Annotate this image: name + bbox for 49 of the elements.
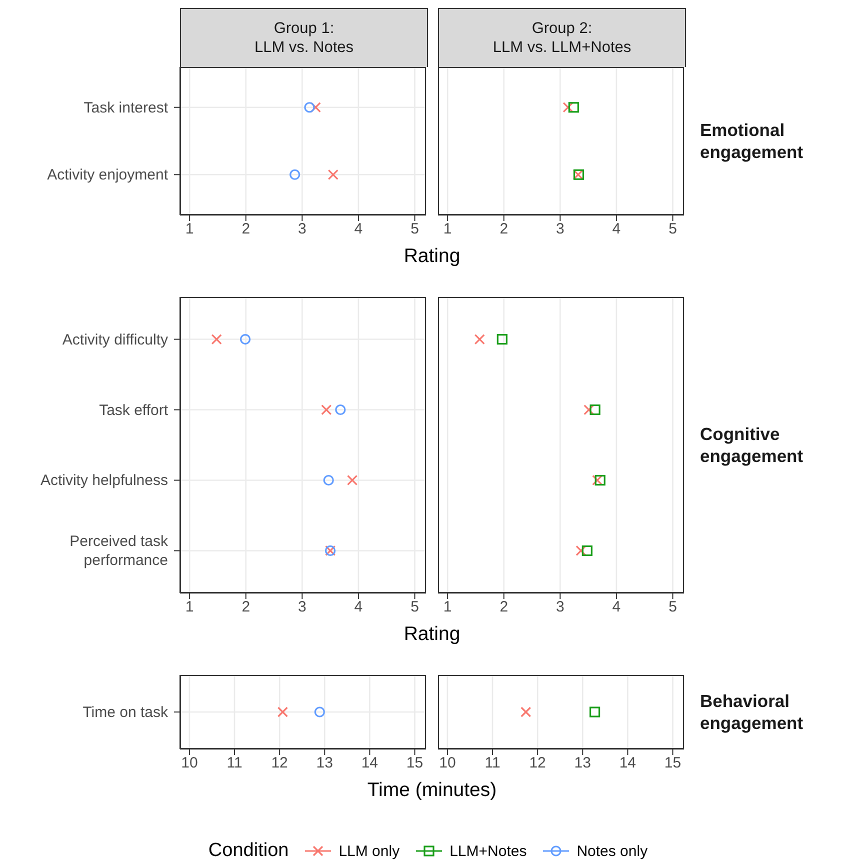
legend-title: Condition — [208, 840, 289, 862]
y-tick-label: Task interest — [84, 99, 169, 116]
x-tick-label: 10 — [181, 754, 198, 772]
x-axis-title: Rating — [404, 623, 460, 646]
x-tick-label: 4 — [612, 220, 621, 238]
x-tick-label: 14 — [361, 754, 378, 772]
x-tick-label: 4 — [354, 220, 363, 238]
x-tick-label: 5 — [410, 598, 419, 616]
x-tick-label: 3 — [298, 598, 306, 616]
x-tick-label: 2 — [500, 220, 508, 238]
x-tick-label: 1 — [443, 598, 452, 616]
x-tick-label: 13 — [316, 754, 333, 772]
x-tick-label: 1 — [443, 220, 452, 238]
x-tick-label: 11 — [226, 754, 242, 772]
x-tick-label: 3 — [556, 598, 564, 616]
x-axis-title: Rating — [404, 245, 460, 268]
x-tick-label: 12 — [271, 754, 288, 772]
y-tick-label: Time on task — [82, 704, 168, 721]
y-tick-label: Task effort — [99, 402, 169, 419]
x-tick-label: 4 — [354, 598, 363, 616]
y-tick-label: Activity helpfulness — [40, 472, 168, 490]
x-tick-label: 3 — [556, 220, 564, 238]
y-tick-label: Activity enjoyment — [47, 166, 169, 184]
text: Notes only — [576, 842, 648, 860]
x-tick-label: 12 — [529, 754, 546, 772]
x-tick-label: 15 — [406, 754, 424, 772]
x-tick-label: 2 — [242, 220, 250, 238]
legend-label: LLM only — [338, 842, 400, 860]
x-tick-label: 3 — [298, 220, 306, 238]
x-tick-label: 2 — [500, 598, 508, 616]
x-tick-label: 4 — [612, 598, 621, 616]
legend-label: LLM+Notes — [450, 842, 527, 860]
x-tick-label: 15 — [664, 754, 682, 772]
x-tick-label: 5 — [668, 220, 677, 238]
text: Emotional engagement — [700, 119, 804, 163]
x-tick-label: 1 — [185, 220, 194, 238]
x-tick-label: 5 — [410, 220, 419, 238]
x-tick-label: 13 — [574, 754, 591, 772]
x-tick-label: 11 — [484, 754, 500, 772]
y-tick-label: Activity difficulty — [62, 331, 168, 348]
text: Behavioral engagement — [700, 690, 804, 734]
x-tick-label: 10 — [439, 754, 456, 772]
x-tick-label: 5 — [668, 598, 677, 616]
text: Cognitive engagement — [700, 423, 804, 467]
x-tick-label: 1 — [185, 598, 194, 616]
x-tick-label: 14 — [619, 754, 636, 772]
x-tick-label: 2 — [242, 598, 250, 616]
y-tick-label: Perceived task performance — [70, 533, 168, 570]
x-axis-title: Time (minutes) — [367, 779, 497, 802]
